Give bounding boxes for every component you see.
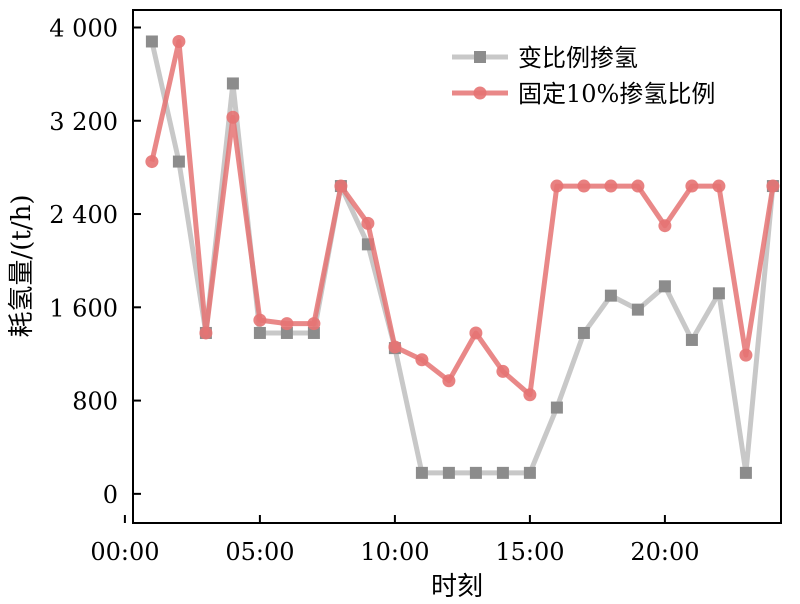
- legend-label: 固定10%掺氢比例: [518, 80, 715, 108]
- series-2-point: [469, 326, 483, 340]
- y-tick-label: 1 600: [49, 294, 118, 322]
- plot-frame: [132, 9, 782, 524]
- y-tick-label: 4 000: [49, 14, 118, 42]
- legend-label: 变比例掺氢: [518, 44, 638, 72]
- series-1-point: [496, 466, 509, 479]
- x-axis: 00:00 05:00 10:00 15:00 20:00: [90, 515, 699, 566]
- series-2-point: [766, 179, 780, 193]
- series-1-point: [712, 287, 725, 300]
- series-2-point: [442, 374, 456, 388]
- series-2-point: [712, 179, 726, 193]
- series-2-point: [145, 155, 159, 169]
- series-2-point: [496, 364, 510, 378]
- series-2-point: [307, 317, 321, 331]
- y-tick-label: 800: [72, 388, 118, 416]
- y-axis: 0 800 1 600 2 400 3 200 4 000: [49, 14, 141, 509]
- series-1-point: [172, 155, 185, 168]
- series-1-point: [631, 303, 644, 316]
- series-2-point: [334, 179, 348, 193]
- y-tick-label: 2 400: [49, 201, 118, 229]
- x-tick-label: 15:00: [495, 538, 564, 566]
- series-1-point: [577, 326, 590, 339]
- series-2-point: [226, 110, 240, 124]
- series-1-point: [442, 466, 455, 479]
- series-2-point: [685, 179, 699, 193]
- series-1-point: [739, 466, 752, 479]
- x-tick-label: 20:00: [630, 538, 699, 566]
- y-tick-label: 0: [103, 481, 118, 509]
- series-2-line: [149, 39, 776, 398]
- series-1-point: [307, 326, 320, 339]
- series-1-point: [685, 333, 698, 346]
- y-tick-label: 3 200: [49, 108, 118, 136]
- series-2-point: [658, 219, 672, 233]
- series-2-point: [415, 353, 429, 367]
- series-layer: [145, 34, 780, 479]
- series-2: [145, 34, 780, 402]
- legend-marker: [473, 86, 487, 100]
- series-2-point: [388, 340, 402, 354]
- series-1-point: [658, 280, 671, 293]
- x-tick-label: 10:00: [360, 538, 429, 566]
- series-1-point: [523, 466, 536, 479]
- series-1-point: [469, 466, 482, 479]
- series-1-point: [253, 326, 266, 339]
- series-1-point: [604, 289, 617, 302]
- series-2-point: [280, 317, 294, 331]
- series-2-point: [172, 34, 186, 48]
- x-tick-label: 05:00: [225, 538, 294, 566]
- y-axis-title: 耗氢量/(t/h): [7, 194, 37, 337]
- series-2-point: [739, 348, 753, 362]
- series-2-point: [523, 388, 537, 402]
- series-2-point: [550, 179, 564, 193]
- series-1-point: [145, 35, 158, 48]
- series-2-point: [577, 179, 591, 193]
- legend-marker: [474, 51, 486, 63]
- series-1-point: [550, 401, 563, 414]
- series-2-point: [199, 326, 213, 340]
- series-2-point: [361, 216, 375, 230]
- series-1-point: [226, 77, 239, 90]
- series-2-point: [253, 313, 267, 327]
- series-1-point: [415, 466, 428, 479]
- series-1-point: [280, 326, 293, 339]
- series-2-point: [631, 179, 645, 193]
- x-axis-title: 时刻: [431, 572, 483, 602]
- series-2-point: [604, 179, 618, 193]
- x-tick-label: 00:00: [90, 538, 159, 566]
